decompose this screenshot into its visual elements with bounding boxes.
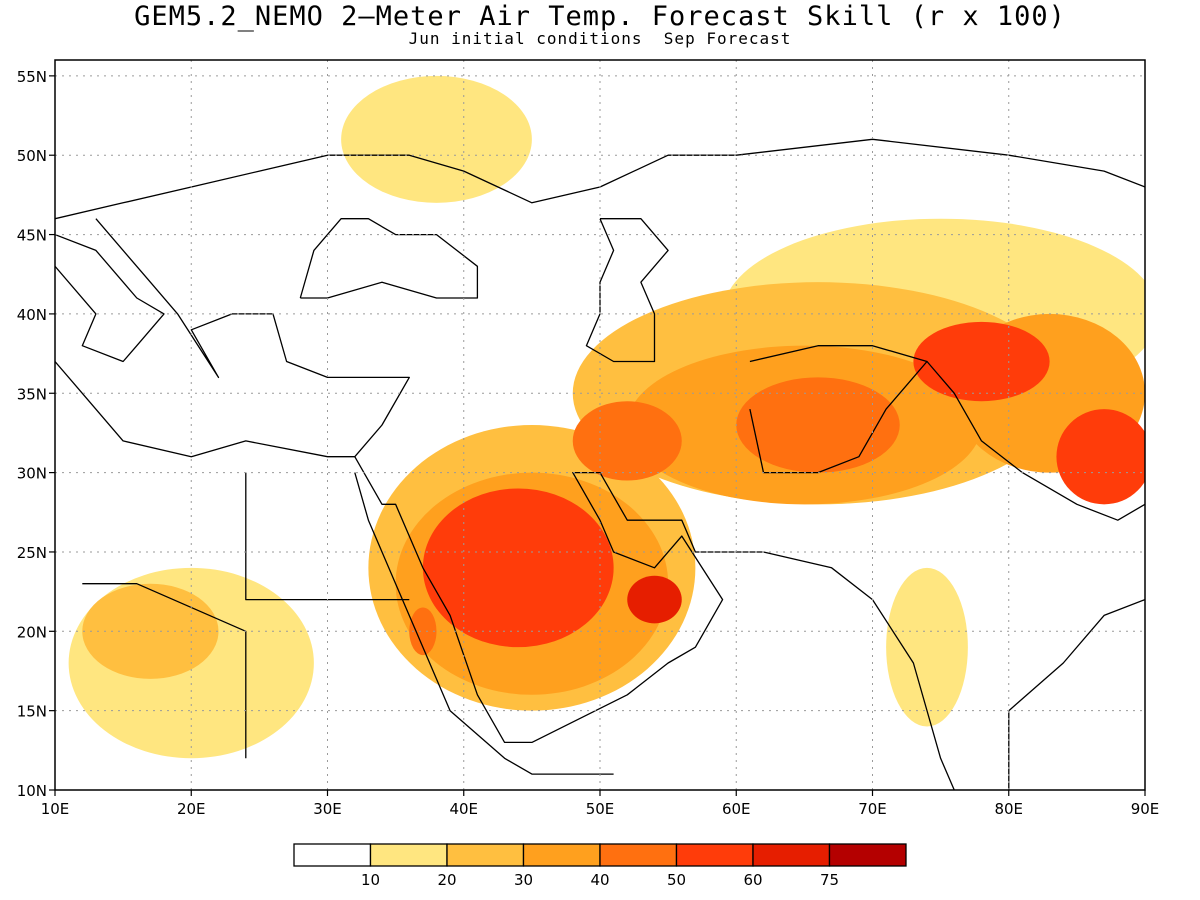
lon-tick-label: 30E	[313, 800, 342, 818]
legend-label: 10	[361, 871, 380, 889]
legend-label: 60	[743, 871, 762, 889]
lon-tick-label: 20E	[177, 800, 206, 818]
coastline-segment	[245, 472, 410, 601]
skill-region	[736, 377, 900, 473]
legend-label: 20	[437, 871, 456, 889]
gridlines	[55, 60, 1145, 790]
lat-tick-label: 45N	[17, 227, 47, 245]
legend-swatch	[522, 843, 601, 867]
lon-tick-label: 80E	[994, 800, 1023, 818]
skill-region	[409, 607, 437, 656]
coastline-segment	[354, 472, 614, 775]
legend-swatch	[293, 843, 372, 867]
coastline-segment	[1008, 598, 1145, 790]
colorbar-legend: 10 20 30 40 50 60 75	[293, 843, 907, 889]
coastline-segment	[585, 218, 669, 363]
lat-tick-label: 30N	[17, 465, 47, 483]
legend-label: 75	[820, 871, 839, 889]
chart-title: GEM5.2_NEMO 2—Meter Air Temp. Forecast S…	[134, 1, 1066, 32]
coastline-segment	[299, 218, 479, 299]
legend-swatch	[369, 843, 448, 867]
coastline-segment	[55, 138, 1145, 220]
lon-tick-label: 40E	[449, 800, 478, 818]
coastline-segment	[749, 345, 928, 474]
skill-region	[422, 488, 614, 648]
axis-ticks: 10E 20E 30E 40E 50E 60E 70E 80E 90E 10N 15N 20N 25N 3…	[17, 68, 1160, 818]
legend-swatch	[828, 843, 907, 867]
lat-tick-label: 20N	[17, 623, 47, 641]
legend-swatch	[446, 843, 525, 867]
lat-tick-label: 35N	[17, 385, 47, 403]
skill-region	[572, 401, 682, 481]
legend-label: 50	[667, 871, 686, 889]
lon-tick-label: 90E	[1131, 800, 1160, 818]
lat-tick-label: 50N	[17, 147, 47, 165]
legend-swatch	[599, 843, 678, 867]
lon-tick-label: 10E	[41, 800, 70, 818]
legend-swatch	[752, 843, 831, 867]
lon-tick-label: 70E	[858, 800, 887, 818]
skill-region	[1056, 409, 1145, 505]
chart-subtitle: Jun initial conditions Sep Forecast	[408, 29, 792, 48]
lat-tick-label: 55N	[17, 68, 47, 86]
coastline-segment	[55, 218, 410, 458]
skill-region	[886, 567, 968, 727]
coastline-segment	[55, 233, 165, 363]
coastline-segment	[354, 456, 955, 790]
lon-tick-label: 50E	[586, 800, 615, 818]
legend-label: 40	[590, 871, 609, 889]
skill-region	[627, 575, 682, 624]
lat-tick-label: 15N	[17, 703, 47, 721]
legend-swatch	[675, 843, 754, 867]
skill-contours	[68, 75, 1145, 759]
lat-tick-label: 40N	[17, 306, 47, 324]
lat-tick-label: 25N	[17, 544, 47, 562]
lat-tick-label: 10N	[17, 782, 47, 800]
legend-label: 30	[514, 871, 533, 889]
skill-region	[341, 75, 532, 203]
skill-region	[913, 321, 1050, 402]
skill-region	[82, 583, 219, 679]
lon-tick-label: 60E	[722, 800, 751, 818]
